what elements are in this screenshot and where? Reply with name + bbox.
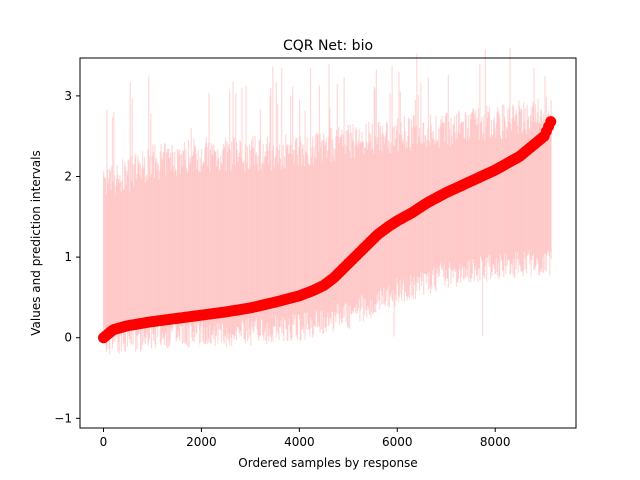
response-values	[98, 116, 557, 344]
x-tick-label: 2000	[186, 435, 217, 449]
data-point	[545, 116, 557, 128]
y-tick-label: 2	[64, 169, 72, 183]
y-axis-ticks: −1 0 1 2 3	[54, 89, 80, 425]
x-tick-label: 8000	[480, 435, 511, 449]
y-tick-label: 1	[64, 250, 72, 264]
y-tick-label: 3	[64, 89, 72, 103]
x-tick-label: 6000	[382, 435, 413, 449]
plot-frame	[79, 57, 577, 429]
chart-title: CQR Net: bio	[283, 38, 373, 54]
x-tick-label: 4000	[284, 435, 315, 449]
y-axis-label: Values and prediction intervals	[29, 150, 43, 335]
y-tick-label: 0	[64, 331, 72, 345]
x-axis-label: Ordered samples by response	[238, 456, 417, 470]
x-axis-ticks: 0 2000 4000 6000 8000	[100, 428, 511, 449]
x-tick-label: 0	[100, 435, 108, 449]
y-tick-label: −1	[54, 411, 72, 425]
